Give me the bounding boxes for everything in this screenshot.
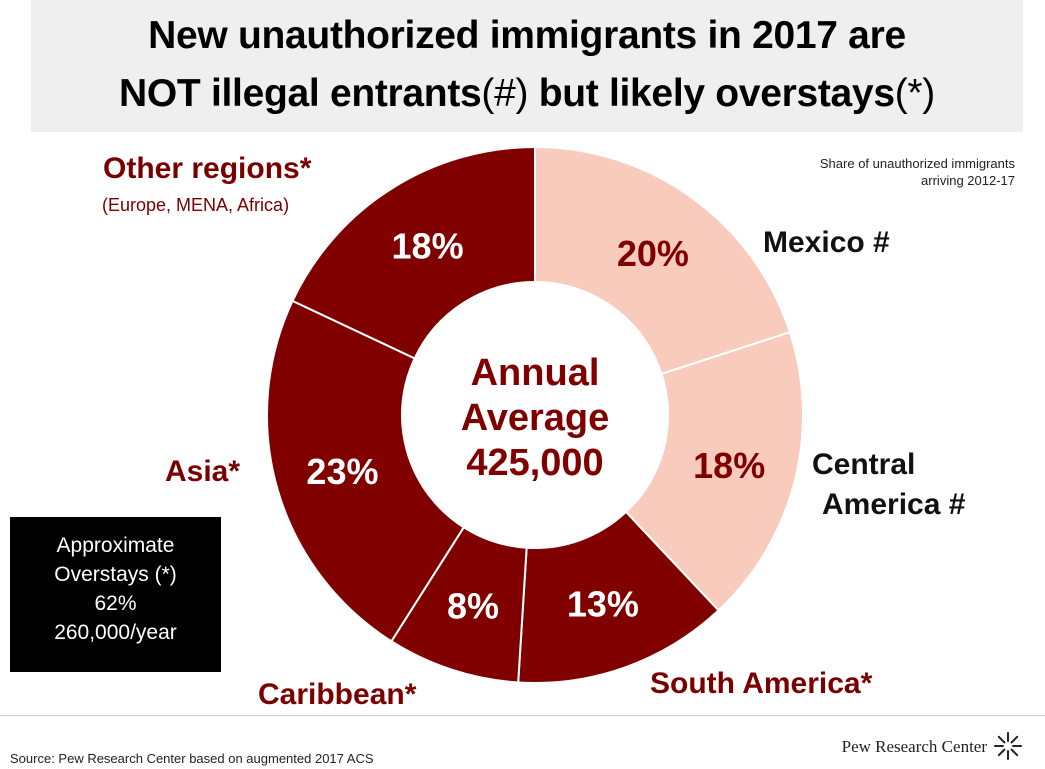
label-other-regions-detail: (Europe, MENA, Africa)	[102, 195, 290, 215]
label-other-regions: Other regions*	[103, 152, 312, 185]
title-banner: New unauthorized immigrants in 2017 are …	[31, 0, 1023, 132]
label-central-america-1: Central	[812, 448, 916, 481]
label-south-america: South America*	[650, 667, 873, 700]
slice-central-america	[624, 330, 804, 612]
value-label-mexico: 20%	[617, 233, 689, 274]
value-label-south-america: 13%	[567, 584, 639, 625]
source-note: Source: Pew Research Center based on aug…	[10, 751, 374, 766]
brand-name: Pew Research Center	[841, 737, 987, 756]
label-central-america-2: America #	[822, 488, 966, 521]
center-text-line-3: 425,000	[466, 442, 603, 484]
title-marker-hash: (#)	[481, 72, 529, 115]
title-line-1: New unauthorized immigrants in 2017 are	[148, 14, 906, 57]
slice-mexico	[534, 145, 792, 376]
overstays-line-3: 62%	[94, 592, 137, 615]
title-main: NOT illegal entrants	[119, 72, 482, 115]
overstays-line-2: Overstays (*)	[54, 563, 177, 586]
slice-asia	[266, 299, 466, 643]
value-label-central-america: 18%	[693, 445, 765, 486]
value-label-other-regions: 18%	[392, 226, 464, 267]
title-marker-star: (*)	[894, 72, 936, 115]
overstays-line-1: Approximate	[56, 534, 175, 557]
slice-other-regions	[291, 145, 536, 360]
value-label-asia: 23%	[306, 451, 378, 492]
title-line-2: NOT illegal entrants(#) but likely overs…	[31, 72, 1023, 116]
slice-south-america	[517, 510, 720, 684]
label-caribbean: Caribbean*	[258, 678, 417, 711]
center-text-line-2: Average	[461, 397, 610, 439]
pew-logo-icon	[994, 732, 1022, 760]
title-mid: but likely overstays	[528, 72, 895, 115]
overstays-line-4: 260,000/year	[54, 621, 177, 644]
label-mexico: Mexico #	[763, 226, 890, 259]
overstays-box: Approximate Overstays (*) 62% 260,000/ye…	[10, 517, 221, 672]
footer-divider	[0, 715, 1045, 716]
center-text-line-1: Annual	[471, 352, 600, 394]
chart-note: Share of unauthorized immigrants arrivin…	[819, 156, 1015, 188]
label-asia: Asia*	[165, 455, 241, 488]
value-label-caribbean: 8%	[447, 586, 499, 627]
